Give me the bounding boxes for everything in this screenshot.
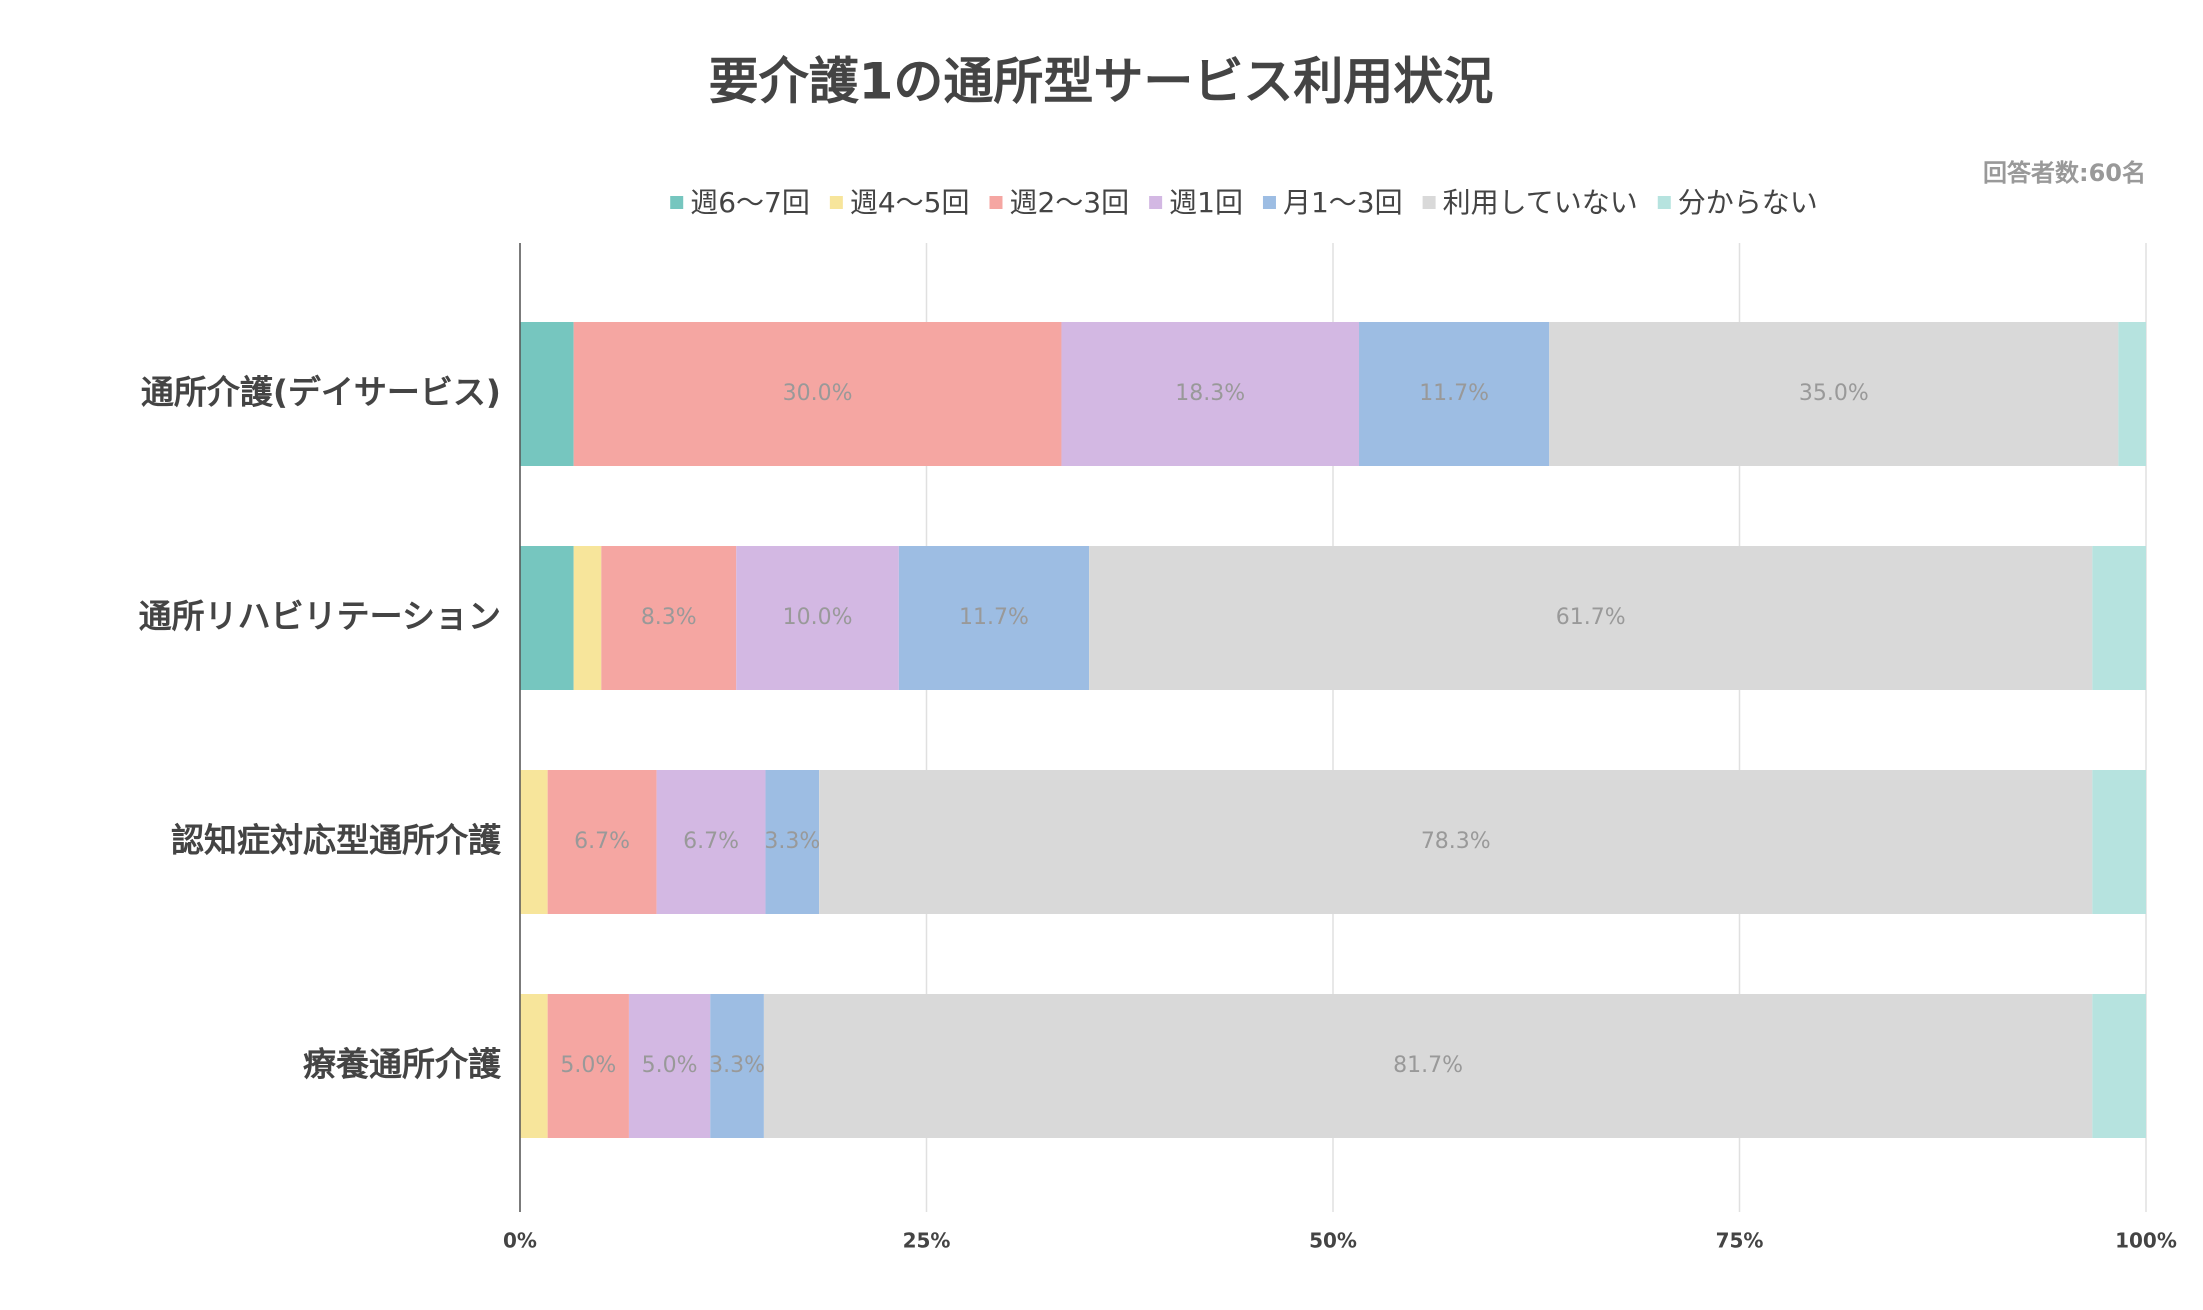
data-label: 5.0% — [642, 1053, 698, 1078]
x-tick-label: 100% — [2115, 1229, 2177, 1253]
data-label: 35.0% — [1799, 381, 1869, 406]
bar-segment — [763, 994, 2093, 1138]
respondent-note: 回答者数:60名 — [1983, 159, 2146, 187]
legend-label: 週4〜5回 — [850, 186, 970, 219]
data-label: 11.7% — [959, 605, 1029, 630]
category-label: 通所リハビリテーション — [139, 597, 501, 636]
bar-segment — [1061, 322, 1360, 466]
bar-segment — [2092, 770, 2146, 914]
data-label: 3.3% — [764, 829, 820, 854]
legend-label: 利用していない — [1443, 186, 1638, 219]
chart-title: 要介護1の通所型サービス利用状況 — [709, 53, 1494, 111]
bar-segment — [547, 770, 657, 914]
bar-segment — [2092, 546, 2146, 690]
data-label: 30.0% — [783, 381, 853, 406]
data-label: 18.3% — [1175, 381, 1245, 406]
legend-label: 週6〜7回 — [690, 186, 810, 219]
bar-segment — [520, 994, 548, 1138]
bar-segment — [656, 770, 766, 914]
bar-segment — [819, 770, 2093, 914]
category-label: 療養通所介護 — [303, 1045, 502, 1084]
bar-segment — [573, 322, 1062, 466]
bar-segment — [520, 770, 548, 914]
category-label: 通所介護(デイサービス) — [141, 373, 501, 412]
legend-swatch — [1657, 196, 1671, 209]
bar-segment — [1359, 322, 1550, 466]
x-tick-label: 50% — [1309, 1229, 1357, 1253]
legend-swatch — [1422, 196, 1436, 209]
legend-label: 分からない — [1678, 186, 1818, 219]
data-label: 81.7% — [1393, 1053, 1463, 1078]
bar-segment — [601, 546, 737, 690]
legend-label: 週1回 — [1169, 186, 1243, 219]
data-label: 61.7% — [1556, 605, 1626, 630]
bar-segment — [628, 994, 711, 1138]
data-label: 78.3% — [1421, 829, 1491, 854]
bar-segment — [547, 994, 629, 1138]
category-label: 認知症対応型通所介護 — [171, 821, 502, 860]
data-label: 11.7% — [1419, 381, 1489, 406]
bar-segment — [2092, 994, 2146, 1138]
bar-segment — [2118, 322, 2146, 466]
legend-label: 週2〜3回 — [1009, 186, 1129, 219]
legend-swatch — [670, 196, 684, 209]
data-label: 5.0% — [560, 1053, 616, 1078]
x-tick-label: 0% — [503, 1229, 537, 1253]
data-label: 8.3% — [641, 605, 697, 630]
legend-label: 月1〜3回 — [1283, 186, 1403, 219]
data-label: 10.0% — [783, 605, 853, 630]
data-label: 6.7% — [683, 829, 739, 854]
bar-segment — [898, 546, 1090, 690]
bar-segment — [1089, 546, 2093, 690]
bar-segment — [520, 546, 574, 690]
data-label: 6.7% — [574, 829, 630, 854]
x-tick-label: 25% — [903, 1229, 951, 1253]
legend-swatch — [829, 196, 843, 209]
legend-swatch — [1262, 196, 1276, 209]
data-label: 3.3% — [709, 1053, 765, 1078]
bar-segment — [765, 770, 820, 914]
bar-segment — [1549, 322, 2119, 466]
x-tick-label: 75% — [1716, 1229, 1764, 1253]
bar-segment — [573, 546, 602, 690]
bar-segment — [736, 546, 899, 690]
legend-swatch — [1149, 196, 1163, 209]
bar-segment — [710, 994, 764, 1138]
bar-segment — [520, 322, 574, 466]
legend-swatch — [989, 196, 1003, 209]
